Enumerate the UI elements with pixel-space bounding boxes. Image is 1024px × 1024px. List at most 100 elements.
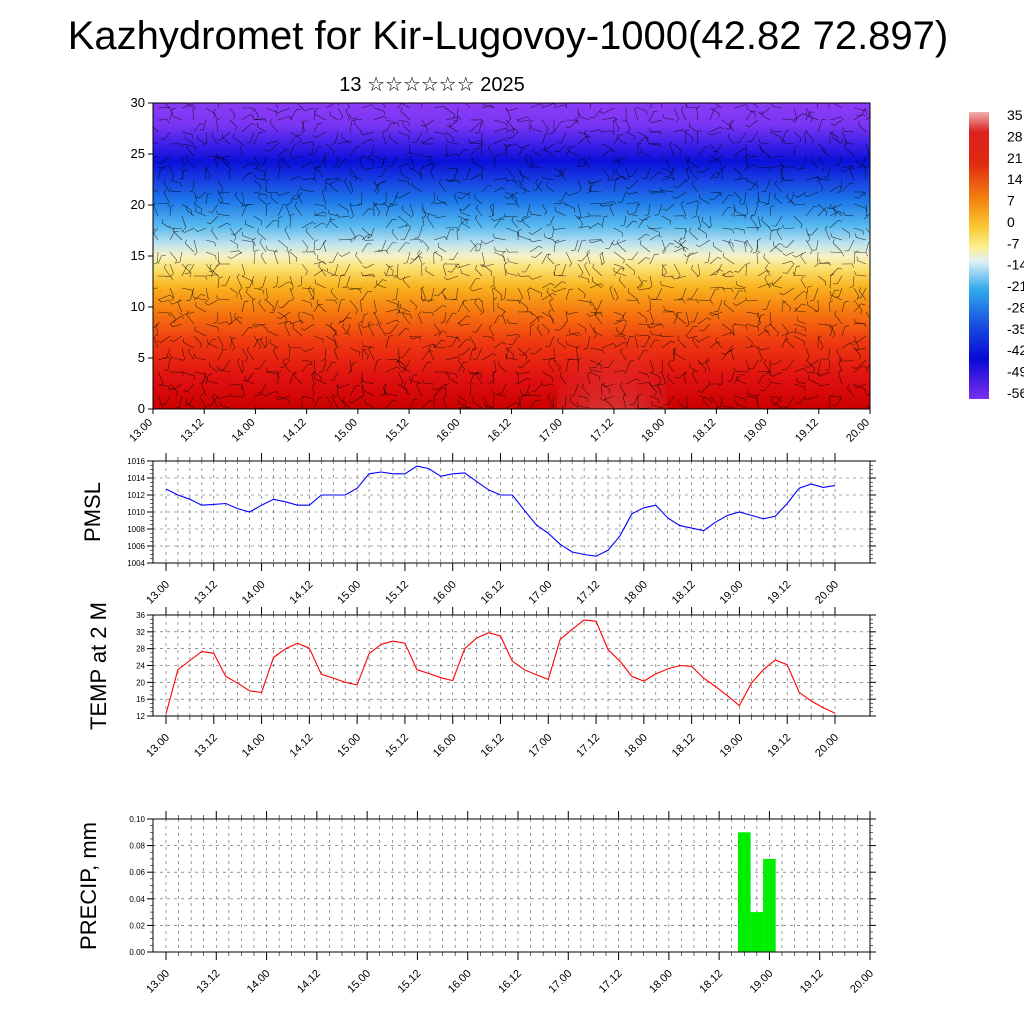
wind-barb-flag: [610, 149, 615, 152]
wind-barb-flag: [615, 178, 620, 181]
wind-barb-flag: [376, 190, 380, 195]
wind-barb: [169, 311, 176, 320]
wind-barb: [508, 107, 519, 112]
wind-barb: [745, 179, 758, 186]
wind-barb-flag: [396, 359, 400, 363]
wind-barb: [794, 275, 807, 277]
wind-barb: [172, 299, 183, 305]
wind-barb: [209, 267, 219, 277]
wind-barb-flag: [476, 204, 479, 209]
wind-barb-flag: [626, 176, 630, 181]
wind-barb-flag: [531, 124, 533, 129]
wind-barb-flag: [389, 133, 391, 138]
wind-barb: [157, 356, 169, 361]
wind-barb-flag: [477, 144, 482, 147]
wind-barb: [378, 324, 387, 337]
wind-barb-flag: [420, 296, 424, 301]
wind-barb: [546, 291, 555, 301]
temp-series-line: [165, 619, 836, 715]
wind-barb: [517, 371, 531, 375]
wind-barb: [363, 323, 375, 328]
wind-barb: [171, 357, 183, 361]
wind-barb: [533, 347, 543, 355]
wind-barb: [618, 280, 627, 289]
wind-barb-flag: [506, 136, 511, 139]
wind-barb-flag: [860, 310, 863, 315]
wind-barb-flag: [518, 228, 522, 231]
wind-barb-flag: [865, 110, 868, 115]
wind-barb: [344, 263, 351, 276]
wind-barb-flag: [500, 298, 505, 301]
wind-barb-flag: [432, 387, 437, 391]
y-tick-label: 36: [136, 611, 145, 620]
wind-barb-flag: [728, 194, 733, 196]
wind-barb-flag: [444, 133, 447, 138]
wind-barb: [484, 405, 495, 409]
wind-barb-flag: [284, 321, 288, 325]
wind-barb: [451, 263, 459, 273]
wind-barb: [252, 300, 255, 313]
wind-barb-flag: [757, 327, 760, 332]
wind-barb-flag: [163, 98, 164, 102]
wind-barb-flag: [160, 138, 165, 140]
wind-barb: [506, 357, 519, 361]
wind-barb: [601, 217, 605, 229]
wind-barb: [296, 191, 303, 200]
y-tick-label: 0.04: [129, 895, 145, 904]
wind-barb-flag: [400, 382, 404, 386]
x-tick-label: 13.00: [144, 968, 172, 996]
wind-barb: [475, 374, 483, 385]
wind-barb: [547, 396, 555, 409]
wind-barb: [188, 395, 195, 406]
wind-barb: [676, 315, 687, 325]
wind-barb: [385, 119, 399, 124]
wind-barb-flag: [305, 271, 308, 276]
wind-barb: [327, 271, 339, 277]
wind-barb-flag: [400, 107, 403, 112]
wind-barb: [521, 220, 531, 229]
wind-barb: [613, 120, 615, 133]
wind-barb-flag: [844, 325, 850, 327]
wind-barb-flag: [231, 347, 236, 351]
wind-barb-flag: [422, 379, 425, 384]
wind-barb: [217, 179, 224, 191]
wind-barb: [172, 115, 183, 121]
wind-barb: [433, 131, 445, 135]
wind-barb-flag: [342, 405, 346, 409]
wind-barb: [711, 155, 723, 163]
wind-barb: [297, 314, 303, 325]
wind-barb: [213, 112, 219, 121]
wind-barb: [289, 347, 303, 349]
wind-barb-flag: [615, 320, 620, 322]
wind-barb-flag: [751, 110, 756, 112]
wind-barb: [313, 269, 324, 277]
wind-barb-flag: [446, 178, 450, 183]
wind-barb: [414, 251, 423, 260]
wind-barb-flag: [551, 288, 555, 293]
wind-barb-flag: [265, 194, 268, 199]
wind-barb: [218, 395, 231, 399]
wind-barb-flag: [427, 300, 432, 302]
wind-barb-flag: [185, 155, 188, 159]
wind-barb-flag: [728, 239, 732, 243]
wind-barb: [793, 131, 802, 139]
wind-barb-flag: [308, 285, 311, 290]
wind-barb-flag: [364, 313, 369, 315]
wind-barb: [848, 167, 855, 181]
wind-barb-flag: [583, 294, 586, 299]
wind-barb: [744, 191, 747, 204]
wind-barb: [569, 400, 579, 409]
wind-barb-flag: [469, 288, 473, 292]
wind-barb-flag: [662, 208, 667, 211]
wind-barb: [769, 323, 779, 333]
wind-barb-flag: [330, 288, 333, 293]
wind-barb: [347, 323, 351, 333]
wind-barb: [780, 168, 783, 181]
wind-barb-flag: [591, 277, 594, 282]
wind-barb-flag: [548, 309, 552, 313]
wind-barb-flag: [232, 115, 236, 120]
wind-barb-flag: [584, 262, 588, 266]
wind-barb-flag: [240, 204, 245, 208]
wind-barb-flag: [825, 369, 830, 372]
